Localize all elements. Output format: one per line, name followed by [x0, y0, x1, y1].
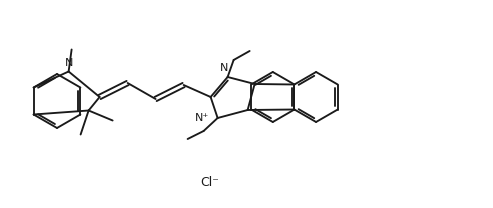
Text: Cl⁻: Cl⁻	[201, 176, 219, 188]
Text: N: N	[219, 63, 228, 73]
Text: N: N	[65, 57, 73, 68]
Text: N⁺: N⁺	[195, 113, 210, 123]
